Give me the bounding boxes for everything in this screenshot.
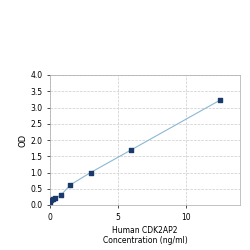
Point xyxy=(89,170,93,174)
Point xyxy=(51,197,55,201)
Point xyxy=(130,148,134,152)
Point xyxy=(59,193,63,197)
Point xyxy=(68,183,72,187)
Y-axis label: OD: OD xyxy=(18,134,28,146)
Point xyxy=(54,196,58,200)
X-axis label: Human CDK2AP2
Concentration (ng/ml): Human CDK2AP2 Concentration (ng/ml) xyxy=(103,226,188,245)
Point xyxy=(49,198,53,202)
Point xyxy=(48,200,52,204)
Point xyxy=(218,98,222,102)
